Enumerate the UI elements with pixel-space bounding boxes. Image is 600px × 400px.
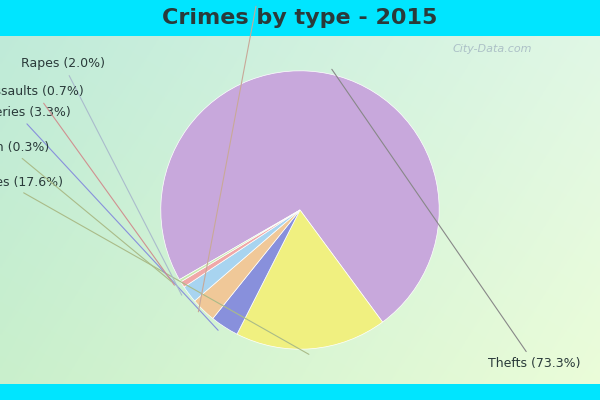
Wedge shape [184,210,300,301]
Wedge shape [213,210,300,334]
Wedge shape [194,210,300,318]
Text: Auto thefts (2.9%): Auto thefts (2.9%) [199,0,316,312]
Wedge shape [179,210,300,282]
Text: Rapes (2.0%): Rapes (2.0%) [21,57,182,295]
Wedge shape [237,210,383,349]
Text: Thefts (73.3%): Thefts (73.3%) [332,69,580,370]
Text: Arson (0.3%): Arson (0.3%) [0,141,172,282]
Wedge shape [181,210,300,287]
Wedge shape [161,71,439,322]
Text: City-Data.com: City-Data.com [452,44,532,54]
Text: Burglaries (17.6%): Burglaries (17.6%) [0,176,309,354]
Text: Crimes by type - 2015: Crimes by type - 2015 [163,8,437,28]
Text: Assaults (0.7%): Assaults (0.7%) [0,85,175,285]
Text: Robberies (3.3%): Robberies (3.3%) [0,106,218,330]
